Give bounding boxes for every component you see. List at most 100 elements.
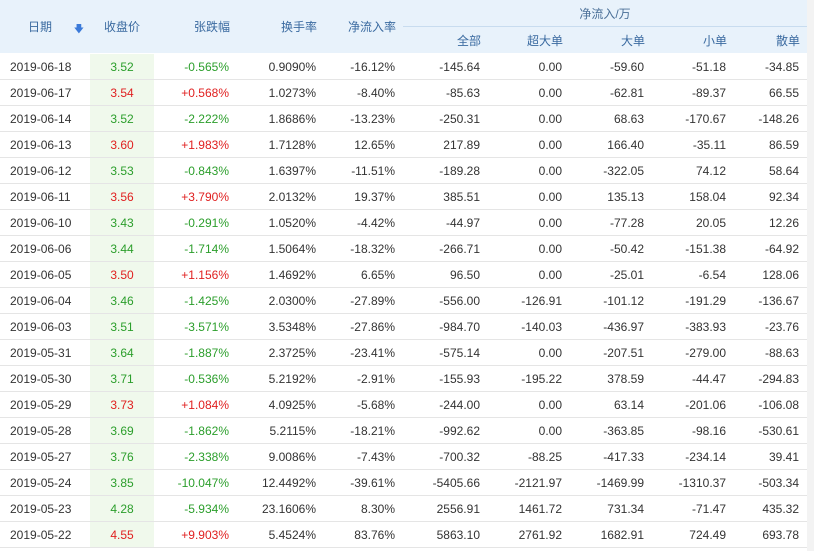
cell-large: -62.81 [570, 79, 652, 106]
table-row[interactable]: 2019-06-03 3.51 -3.571% 3.5348% -27.86% -984.… [0, 313, 808, 340]
column-header-turnover[interactable]: 换手率 [237, 0, 324, 54]
column-header-all[interactable]: 全部 [403, 26, 488, 54]
table-row[interactable]: 2019-06-11 3.56 +3.790% 2.0132% 19.37% 385.51… [0, 183, 808, 210]
cell-change: -1.714% [154, 235, 237, 262]
column-header-large[interactable]: 大单 [570, 26, 652, 54]
cell-turnover: 5.2192% [237, 365, 324, 392]
table-row[interactable]: 2019-06-14 3.52 -2.222% 1.8686% -13.23% -250.… [0, 105, 808, 132]
cell-date: 2019-05-31 [0, 339, 90, 366]
cell-turnover: 23.1606% [237, 495, 324, 522]
cell-retail: 66.55 [734, 79, 808, 106]
cell-net-rate: 8.30% [324, 495, 403, 522]
table-row[interactable]: 2019-05-23 4.28 -5.934% 23.1606% 8.30% 2556.9… [0, 495, 808, 522]
cell-change: +1.084% [154, 391, 237, 418]
cell-change: -10.047% [154, 469, 237, 496]
cell-change: -2.222% [154, 105, 237, 132]
cell-small: 724.49 [652, 521, 734, 548]
cell-retail: 128.06 [734, 261, 808, 288]
cell-extra-large: -140.03 [488, 313, 570, 340]
table-row[interactable]: 2019-05-30 3.71 -0.536% 5.2192% -2.91% -155.9… [0, 365, 808, 392]
cell-change: -2.338% [154, 443, 237, 470]
cell-net-rate: -16.12% [324, 53, 403, 80]
cell-change: -0.565% [154, 53, 237, 80]
table-row[interactable]: 2019-05-27 3.76 -2.338% 9.0086% -7.43% -700.3… [0, 443, 808, 470]
cell-net-rate: -27.89% [324, 287, 403, 314]
cell-all: -189.28 [403, 157, 488, 184]
table-row[interactable]: 2019-06-18 3.52 -0.565% 0.9090% -16.12% -145.… [0, 53, 808, 80]
cell-turnover: 2.0132% [237, 183, 324, 210]
cell-close: 3.50 [90, 261, 154, 288]
cell-small: -98.16 [652, 417, 734, 444]
table-body: 2019-06-18 3.52 -0.565% 0.9090% -16.12% -145.… [0, 53, 808, 548]
table-row[interactable]: 2019-06-17 3.54 +0.568% 1.0273% -8.40% -85.63… [0, 79, 808, 106]
cell-date: 2019-06-12 [0, 157, 90, 184]
cell-date: 2019-06-18 [0, 53, 90, 80]
cell-large: -25.01 [570, 261, 652, 288]
column-header-small[interactable]: 小单 [652, 26, 734, 54]
cell-close: 3.51 [90, 313, 154, 340]
cell-net-rate: -2.91% [324, 365, 403, 392]
cell-all: 5863.10 [403, 521, 488, 548]
cell-extra-large: -2121.97 [488, 469, 570, 496]
cell-change: -3.571% [154, 313, 237, 340]
cell-close: 3.52 [90, 105, 154, 132]
cell-retail: -34.85 [734, 53, 808, 80]
column-header-net-rate[interactable]: 净流入率 [324, 0, 403, 54]
cell-small: -191.29 [652, 287, 734, 314]
cell-date: 2019-05-29 [0, 391, 90, 418]
cell-close: 3.69 [90, 417, 154, 444]
table-row[interactable]: 2019-06-04 3.46 -1.425% 2.0300% -27.89% -556.… [0, 287, 808, 314]
cell-retail: -88.63 [734, 339, 808, 366]
table-row[interactable]: 2019-06-06 3.44 -1.714% 1.5064% -18.32% -266.… [0, 235, 808, 262]
cell-small: -279.00 [652, 339, 734, 366]
cell-turnover: 2.0300% [237, 287, 324, 314]
cell-turnover: 1.8686% [237, 105, 324, 132]
cell-extra-large: -88.25 [488, 443, 570, 470]
cell-date: 2019-06-05 [0, 261, 90, 288]
table-row[interactable]: 2019-06-12 3.53 -0.843% 1.6397% -11.51% -189.… [0, 157, 808, 184]
column-header-close[interactable]: 收盘价 [90, 0, 154, 54]
cell-date: 2019-05-27 [0, 443, 90, 470]
cell-date: 2019-05-22 [0, 521, 90, 548]
cell-change: +3.790% [154, 183, 237, 210]
table-row[interactable]: 2019-05-22 4.55 +9.903% 5.4524% 83.76% 5863.1… [0, 521, 808, 548]
cell-turnover: 3.5348% [237, 313, 324, 340]
cell-close: 3.56 [90, 183, 154, 210]
cell-retail: -530.61 [734, 417, 808, 444]
cell-retail: 693.78 [734, 521, 808, 548]
cell-extra-large: 0.00 [488, 79, 570, 106]
column-header-date[interactable]: 日期 🡇 [0, 0, 90, 54]
table-row[interactable]: 2019-06-13 3.60 +1.983% 1.7128% 12.65% 217.89… [0, 131, 808, 158]
cell-date: 2019-05-23 [0, 495, 90, 522]
table-row[interactable]: 2019-05-24 3.85 -10.047% 12.4492% -39.61% -54… [0, 469, 808, 496]
table-row[interactable]: 2019-05-31 3.64 -1.887% 2.3725% -23.41% -575.… [0, 339, 808, 366]
cell-extra-large: 0.00 [488, 417, 570, 444]
scrollbar-track[interactable] [807, 0, 814, 551]
cell-all: -44.97 [403, 209, 488, 236]
cell-net-rate: -8.40% [324, 79, 403, 106]
table-header: 日期 🡇 收盘价 张跌幅 换手率 净流入率 净流入/万 全部 超大单 大单 小单… [0, 0, 808, 54]
column-header-change[interactable]: 张跌幅 [154, 0, 237, 54]
column-header-extra-large[interactable]: 超大单 [488, 26, 570, 54]
table-row[interactable]: 2019-05-29 3.73 +1.084% 4.0925% -5.68% -244.0… [0, 391, 808, 418]
table-row[interactable]: 2019-06-05 3.50 +1.156% 1.4692% 6.65% 96.50 0.… [0, 261, 808, 288]
cell-close: 3.71 [90, 365, 154, 392]
cell-extra-large: 2761.92 [488, 521, 570, 548]
cell-small: -6.54 [652, 261, 734, 288]
cell-large: 1682.91 [570, 521, 652, 548]
cell-retail: -294.83 [734, 365, 808, 392]
cell-net-rate: -23.41% [324, 339, 403, 366]
cell-turnover: 12.4492% [237, 469, 324, 496]
table-row[interactable]: 2019-05-28 3.69 -1.862% 5.2115% -18.21% -992.… [0, 417, 808, 444]
cell-net-rate: 6.65% [324, 261, 403, 288]
column-header-retail[interactable]: 散单 [734, 26, 808, 54]
cell-net-rate: -18.21% [324, 417, 403, 444]
table-row[interactable]: 2019-06-10 3.43 -0.291% 1.0520% -4.42% -44.97… [0, 209, 808, 236]
cell-close: 3.54 [90, 79, 154, 106]
cell-extra-large: 1461.72 [488, 495, 570, 522]
cell-all: -575.14 [403, 339, 488, 366]
cell-date: 2019-05-24 [0, 469, 90, 496]
arrow-down-icon[interactable]: 🡇 [73, 24, 84, 35]
cell-extra-large: 0.00 [488, 131, 570, 158]
cell-net-rate: -4.42% [324, 209, 403, 236]
